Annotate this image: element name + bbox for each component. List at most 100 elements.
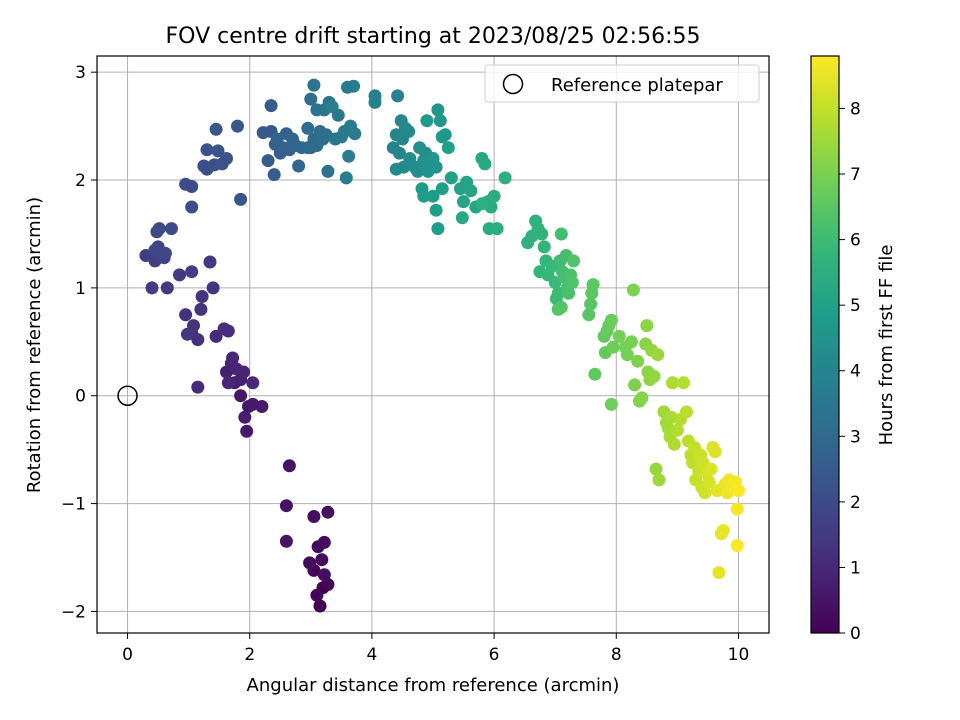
scatter-point — [444, 171, 458, 185]
scatter-point — [240, 424, 254, 438]
scatter-point — [475, 197, 489, 211]
x-tick-label: 10 — [728, 645, 750, 665]
scatter-point — [282, 459, 296, 473]
scatter-point — [152, 222, 166, 236]
scatter-point — [368, 95, 382, 109]
colorbar-ticks: 0 1 2 3 4 5 6 7 8 — [839, 99, 861, 644]
scatter-point — [197, 159, 211, 173]
scatter-point — [304, 92, 318, 106]
scatter-point — [339, 171, 353, 185]
colorbar-label: Hours from first FF file — [876, 245, 897, 446]
x-axis-ticks: 0 2 4 6 8 10 — [122, 633, 749, 665]
scatter-point — [604, 313, 618, 327]
scatter-point — [310, 588, 324, 602]
colorbar-frame — [810, 55, 840, 634]
scatter-point — [185, 265, 199, 279]
scatter-point — [148, 243, 162, 257]
x-tick-label: 0 — [122, 645, 133, 665]
legend-box — [484, 64, 760, 103]
scatter-point — [234, 192, 248, 206]
scatter-point — [325, 100, 339, 114]
scatter-point — [317, 568, 331, 582]
scatter-point — [246, 376, 260, 390]
scatter-point — [417, 189, 431, 203]
scatter-point — [702, 475, 716, 489]
scatter-point — [431, 222, 445, 236]
scatter-point — [145, 281, 159, 295]
scatter-point — [392, 146, 406, 160]
scatter-point — [234, 389, 248, 403]
colorbar-tick-label: 3 — [850, 427, 861, 447]
scatter-point — [730, 539, 744, 553]
scatter-point — [211, 144, 225, 158]
colorbar-tick-label: 1 — [850, 558, 861, 578]
scatter-point — [165, 222, 178, 236]
scatter-point — [173, 268, 186, 282]
scatter-point — [438, 128, 452, 142]
scatter-point — [206, 281, 220, 295]
colorbar-tick-label: 8 — [850, 99, 861, 119]
scatter-point — [220, 152, 233, 165]
scatter-point — [191, 380, 205, 394]
scatter-point — [588, 367, 602, 381]
scatter-point — [264, 99, 278, 113]
scatter-point — [342, 149, 356, 163]
scatter-point — [582, 308, 596, 322]
scatter-point — [554, 300, 568, 314]
colorbar-tick-label: 6 — [850, 231, 861, 251]
scatter-point — [712, 566, 726, 580]
scatter-point — [606, 340, 620, 354]
scatter-point — [441, 141, 455, 155]
scatter-point — [433, 114, 447, 128]
scatter-point — [635, 391, 649, 405]
grid — [97, 56, 769, 633]
legend: Reference platepar — [484, 64, 760, 103]
scatter-point — [402, 125, 416, 138]
scatter-point — [426, 189, 440, 203]
scatter-point — [708, 445, 722, 459]
scatter-point — [487, 189, 501, 203]
scatter-point — [631, 354, 645, 368]
scatter-point — [457, 195, 470, 209]
scatter-point — [347, 79, 361, 93]
y-tick-label: −1 — [61, 495, 86, 515]
scatter-point — [221, 376, 235, 390]
scatter-point — [391, 89, 405, 103]
scatter-point — [226, 351, 240, 365]
scatter-point — [301, 121, 315, 135]
scatter-point — [238, 410, 252, 424]
colorbar-tick-label: 4 — [850, 362, 861, 382]
scatter-point — [431, 103, 445, 117]
scatter-point — [464, 184, 478, 198]
scatter-point — [647, 369, 661, 383]
scatter-point — [640, 319, 654, 333]
scatter-point — [321, 505, 335, 519]
scatter-point — [279, 499, 293, 513]
scatter-point — [498, 171, 512, 185]
scatter-point — [698, 486, 712, 500]
scatter-point — [612, 329, 626, 343]
scatter-point — [535, 227, 549, 241]
scatter-point — [586, 278, 600, 292]
scatter-point — [620, 348, 634, 362]
reference-platepar-marker — [117, 385, 138, 406]
scatter-point — [626, 283, 640, 297]
scatter-point — [279, 534, 293, 548]
scatter-point — [307, 78, 321, 92]
y-tick-label: 1 — [75, 279, 86, 299]
scatter-point — [651, 348, 665, 362]
chart-title: FOV centre drift starting at 2023/08/25 … — [166, 24, 701, 49]
scatter-point — [680, 405, 693, 419]
y-axis-ticks: −2 −1 0 1 2 3 — [61, 63, 97, 622]
scatter-point — [537, 240, 551, 254]
scatter-point — [209, 122, 223, 136]
scatter-point — [716, 524, 730, 537]
scatter-point — [704, 462, 718, 476]
scatter-point — [435, 182, 449, 196]
scatter-point — [180, 327, 194, 341]
scatter-point — [411, 164, 425, 178]
scatter-point — [185, 180, 199, 193]
plot-frame — [96, 55, 770, 634]
legend-reference-marker — [502, 73, 524, 95]
